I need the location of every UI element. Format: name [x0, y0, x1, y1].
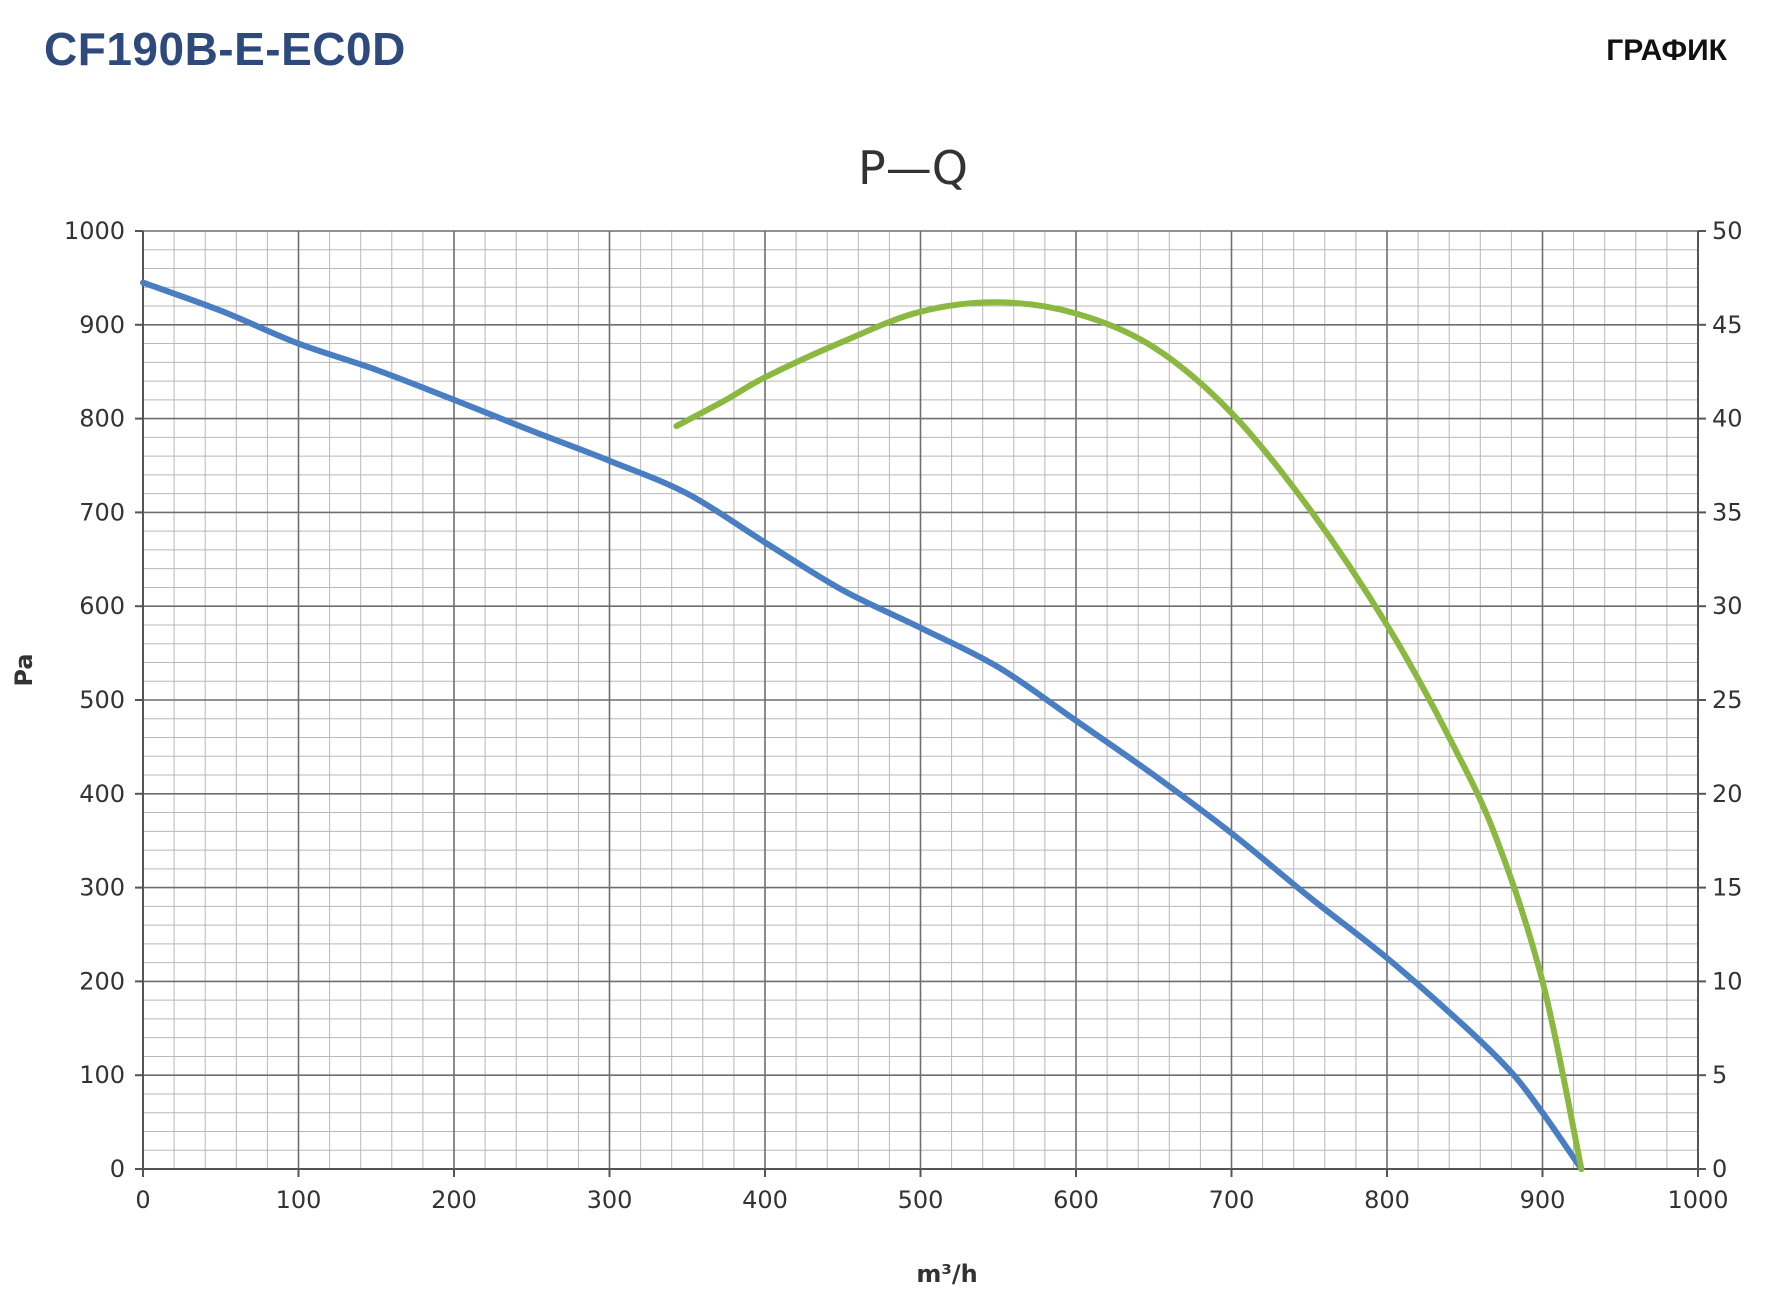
y-tick-label: 400	[79, 780, 125, 808]
x-tick-label: 700	[1209, 1186, 1255, 1214]
y2-tick-label: 40	[1712, 405, 1743, 433]
y-tick-label: 700	[79, 498, 125, 526]
tick-labels: 0 100 200 300 400 500 600 700 800 900 100001002003…	[64, 217, 1743, 1214]
y2-tick-label: 50	[1712, 217, 1743, 245]
series-line-left-axis	[140, 279, 1585, 1172]
y2-tick-label: 20	[1712, 780, 1743, 808]
y-tick-label: 500	[79, 686, 125, 714]
series-line-right-axis	[673, 299, 1585, 1172]
y-tick-label: 600	[79, 592, 125, 620]
y2-tick-label: 10	[1712, 967, 1743, 995]
y-tick-label: 800	[79, 405, 125, 433]
x-tick-label: 400	[742, 1186, 788, 1214]
y-tick-label: 300	[79, 874, 125, 902]
section-label: ГРАФИК	[1606, 34, 1727, 67]
chart-axes	[135, 230, 1706, 1177]
x-tick-label: 500	[898, 1186, 944, 1214]
x-tick-label: 300	[587, 1186, 633, 1214]
x-tick-label: 800	[1364, 1186, 1410, 1214]
y2-tick-label: 15	[1712, 874, 1743, 902]
x-tick-label: 200	[431, 1186, 477, 1214]
y-tick-label: 900	[79, 311, 125, 339]
x-tick-label: 900	[1520, 1186, 1566, 1214]
y-tick-label: 0	[110, 1155, 125, 1183]
y2-tick-label: 30	[1712, 592, 1743, 620]
x-tick-label: 100	[276, 1186, 322, 1214]
x-tick-label: 0	[135, 1186, 150, 1214]
y-tick-label: 1000	[64, 217, 125, 245]
y-axis-label: Pa	[10, 653, 38, 686]
chart-series	[140, 279, 1585, 1172]
y2-tick-label: 5	[1712, 1061, 1727, 1089]
model-title: CF190B-E-EC0D	[44, 23, 406, 75]
y2-tick-label: 45	[1712, 311, 1743, 339]
chart-title: P—Q	[858, 141, 968, 195]
y2-tick-label: 35	[1712, 498, 1743, 526]
y2-tick-label: 0	[1712, 1155, 1727, 1183]
x-axis-label: m³/h	[916, 1260, 977, 1288]
y-tick-label: 100	[79, 1061, 125, 1089]
y2-tick-label: 25	[1712, 686, 1743, 714]
x-tick-label: 600	[1053, 1186, 1099, 1214]
y-tick-label: 200	[79, 967, 125, 995]
x-tick-label: 1000	[1667, 1186, 1728, 1214]
